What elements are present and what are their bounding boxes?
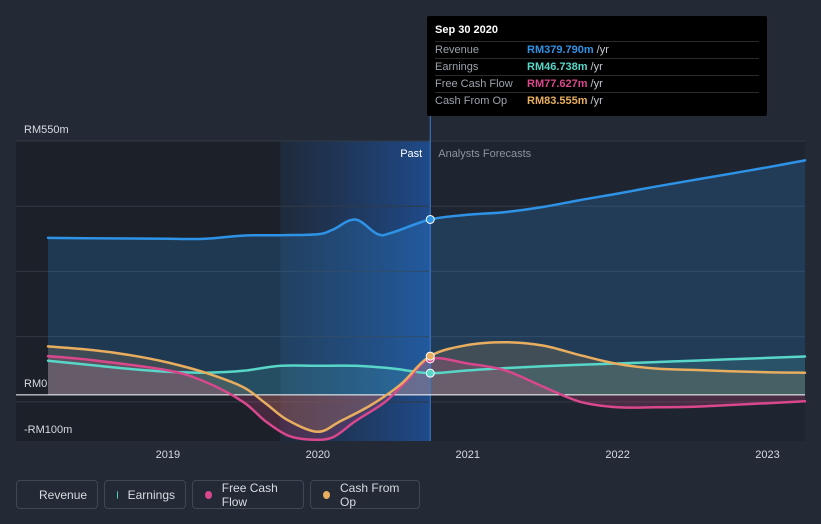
x-tick-label: 2019 [156,449,180,461]
tooltip-unit: /yr [590,78,603,90]
earnings-marker [425,368,435,378]
tooltip-label: Free Cash Flow [435,78,513,90]
tooltip-row-revenue: Revenue RM379.790m /yr [435,41,759,58]
tooltip-row-cash-from-op: Cash From Op RM83.555m /yr [435,92,759,109]
legend-free-cash-flow[interactable]: Free Cash Flow [192,480,304,509]
legend-revenue[interactable]: Revenue [16,480,98,509]
y-tick-label: -RM100m [24,424,72,436]
past-region-highlight [280,141,431,441]
x-tick-label: 2022 [605,449,629,461]
y-axis-labels: RM550m RM0 -RM100m [24,124,72,436]
tooltip-value: RM77.627m [527,78,588,90]
legend-label: Earnings [127,487,175,502]
legend-label: Revenue [39,487,88,502]
x-tick-label: 2023 [755,449,779,461]
y-tick-label: RM0 [24,378,47,390]
tooltip-date: Sep 30 2020 [435,24,498,36]
cash-from-op-marker [425,351,435,361]
tooltip-value: RM83.555m [527,95,588,107]
revenue-area [48,160,805,395]
tooltip-row-earnings: Earnings RM46.738m /yr [435,58,759,75]
legend-label: Cash From Op [340,480,400,509]
y-tick-label: RM550m [24,124,69,136]
tooltip-label: Revenue [435,44,480,56]
x-axis-labels: 2019 2020 2021 2022 2023 [156,449,780,461]
x-tick-label: 2020 [306,449,330,461]
tooltip-row-free-cash-flow: Free Cash Flow RM77.627m /yr [435,75,759,92]
legend-dot-icon [205,490,212,499]
tooltip-value: RM46.738m [527,61,588,73]
legend-earnings[interactable]: Earnings [104,480,186,509]
forecast-label: Analysts Forecasts [438,148,531,160]
legend-cash-from-op[interactable]: Cash From Op [310,480,420,509]
tooltip-value: RM379.790m [527,44,594,56]
tooltip-label: Cash From Op [435,95,508,107]
tooltip-unit: /yr [590,61,603,73]
series-markers [425,214,435,378]
tooltip-unit: /yr [596,44,609,56]
tooltip: Sep 30 2020 Revenue RM379.790m /yr Earni… [427,16,767,116]
gridlines [16,140,805,403]
revenue-line [46,159,807,241]
legend-dot-icon [323,490,331,499]
tooltip-label: Earnings [435,61,479,73]
legend-label: Free Cash Flow [221,480,278,509]
past-label: Past [400,148,422,160]
cash-from-op-line [46,340,807,434]
legend-dot-icon [117,490,118,499]
x-tick-label: 2021 [455,449,479,461]
free-cash-flow-line [46,354,807,442]
revenue-marker [425,214,435,224]
past-region-dark [16,141,281,441]
tooltip-unit: /yr [590,95,603,107]
